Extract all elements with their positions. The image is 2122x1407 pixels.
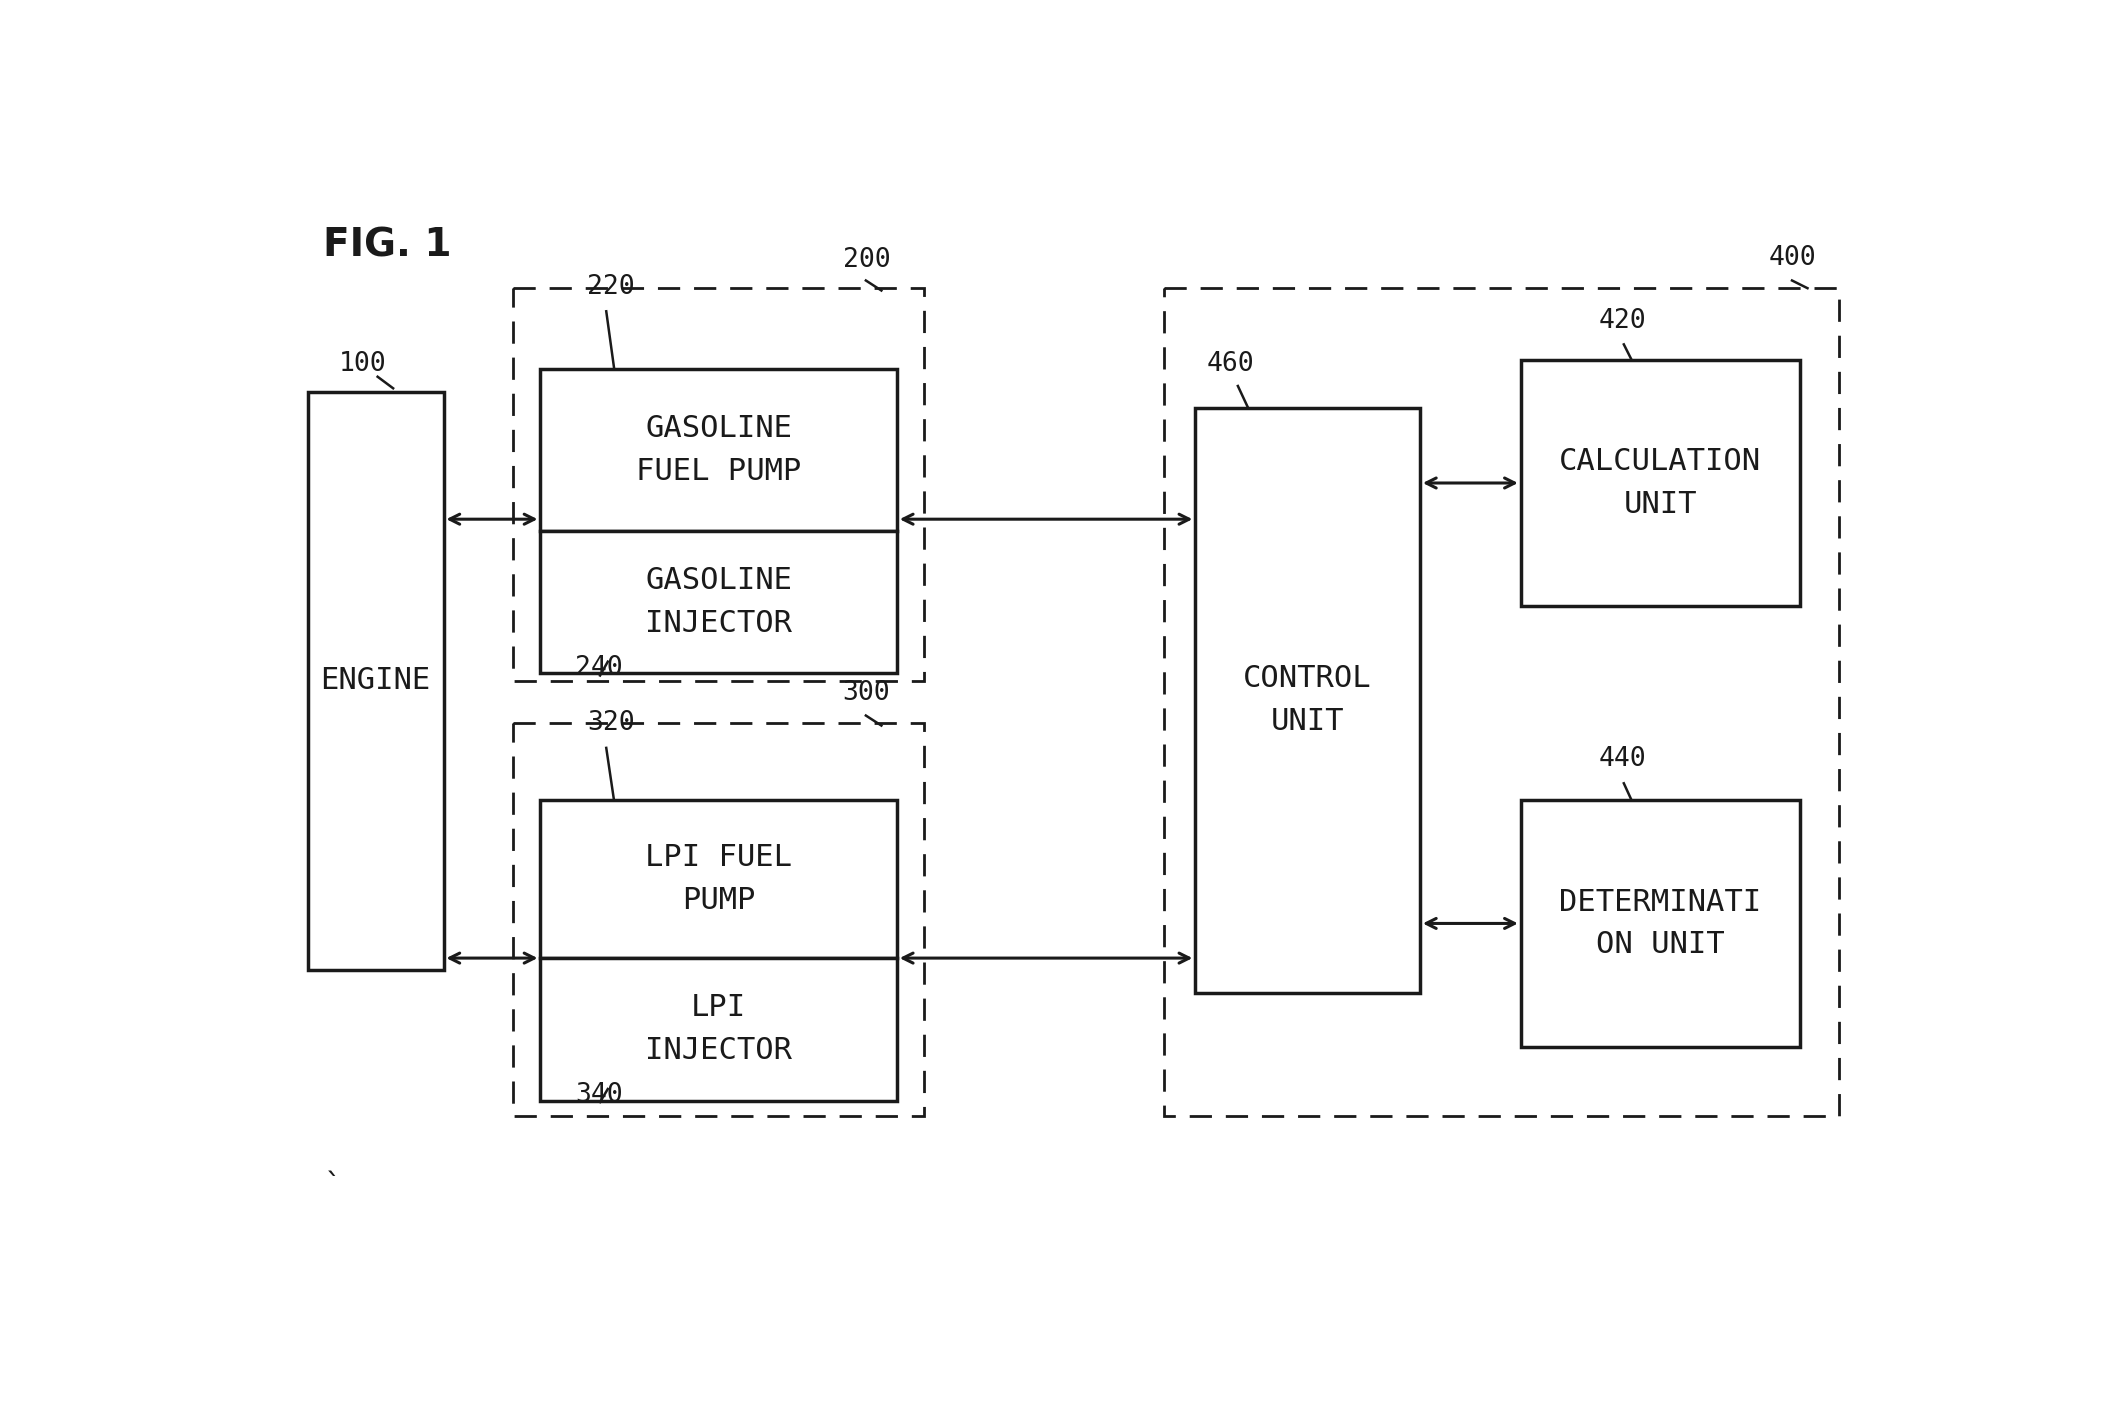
Text: 100: 100 xyxy=(340,350,386,377)
Text: GASOLINE
INJECTOR: GASOLINE INJECTOR xyxy=(645,566,792,637)
Text: LPI
INJECTOR: LPI INJECTOR xyxy=(645,993,792,1065)
Text: 320: 320 xyxy=(588,711,634,736)
Text: 200: 200 xyxy=(842,246,891,273)
Text: CALCULATION
UNIT: CALCULATION UNIT xyxy=(1560,447,1761,519)
Text: 400: 400 xyxy=(1770,245,1816,272)
Bar xyxy=(541,958,898,1100)
Text: 220: 220 xyxy=(588,274,634,300)
Text: `: ` xyxy=(323,1172,342,1200)
Bar xyxy=(541,369,898,530)
Text: GASOLINE
FUEL PUMP: GASOLINE FUEL PUMP xyxy=(637,414,802,485)
Text: 340: 340 xyxy=(575,1082,624,1109)
Bar xyxy=(541,801,898,958)
Bar xyxy=(1165,288,1838,1116)
Bar xyxy=(1521,801,1799,1047)
Text: 300: 300 xyxy=(842,681,891,706)
Bar xyxy=(308,393,443,969)
Bar xyxy=(514,723,923,1116)
Bar xyxy=(1195,408,1420,993)
Text: CONTROL
UNIT: CONTROL UNIT xyxy=(1243,664,1373,736)
Bar xyxy=(1521,360,1799,606)
Text: 420: 420 xyxy=(1598,308,1647,335)
Text: ENGINE: ENGINE xyxy=(320,667,431,695)
Text: DETERMINATI
ON UNIT: DETERMINATI ON UNIT xyxy=(1560,888,1761,960)
Text: FIG. 1: FIG. 1 xyxy=(323,227,452,265)
Bar xyxy=(541,530,898,673)
Text: 460: 460 xyxy=(1207,350,1254,377)
Bar xyxy=(514,288,923,681)
Text: LPI FUEL
PUMP: LPI FUEL PUMP xyxy=(645,843,792,915)
Text: 440: 440 xyxy=(1598,746,1647,772)
Text: 240: 240 xyxy=(575,654,624,681)
